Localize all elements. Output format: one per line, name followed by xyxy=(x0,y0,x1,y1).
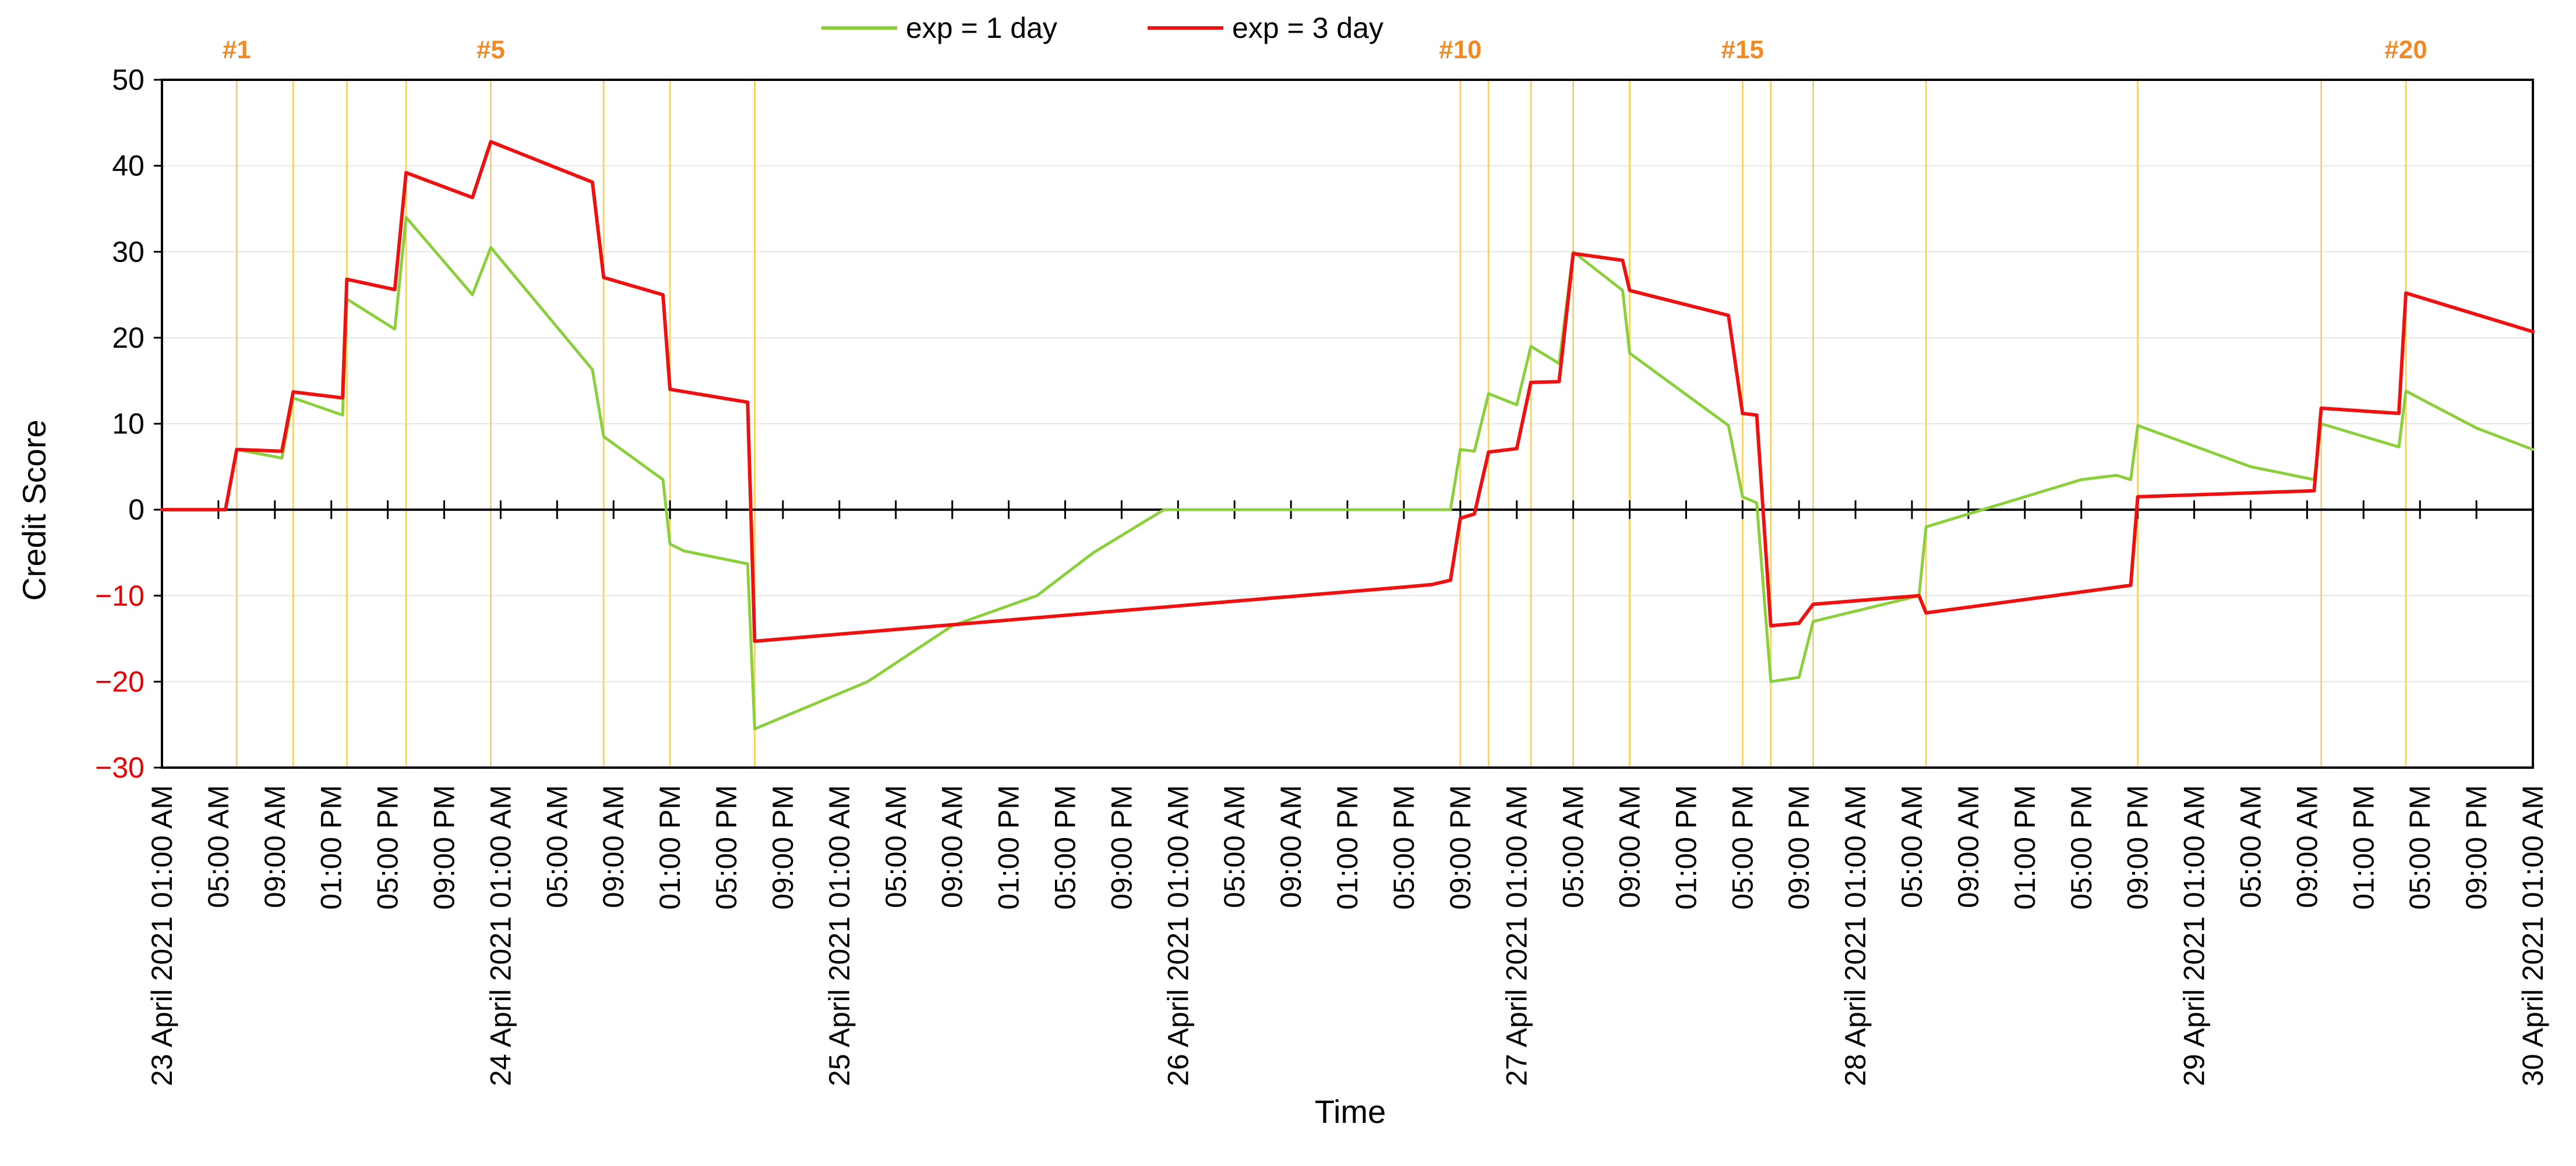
x-tick-label: 26 April 2021 01:00 AM xyxy=(1162,785,1194,1086)
x-tick-label: 05:00 PM xyxy=(710,785,743,910)
x-tick-label: 27 April 2021 01:00 AM xyxy=(1501,785,1533,1086)
x-tick-label: 30 April 2021 01:00 AM xyxy=(2517,785,2549,1086)
x-tick-label: 09:00 AM xyxy=(1952,785,1985,908)
x-tick-label: 05:00 PM xyxy=(372,785,404,910)
x-tick-label: 05:00 AM xyxy=(1896,785,1928,908)
x-tick-label: 09:00 AM xyxy=(2291,785,2323,908)
x-tick-label: 09:00 AM xyxy=(597,785,630,908)
x-tick-label: 28 April 2021 01:00 AM xyxy=(1839,785,1872,1086)
x-tick-label: 05:00 AM xyxy=(2234,785,2267,908)
x-tick-label: 05:00 AM xyxy=(880,785,912,908)
x-tick-label: 01:00 PM xyxy=(1331,785,1364,910)
x-tick-label: 05:00 PM xyxy=(2404,785,2436,910)
x-tick-label: 09:00 PM xyxy=(2460,785,2493,910)
event-marker-label: #20 xyxy=(2384,36,2427,64)
x-tick-label: 24 April 2021 01:00 AM xyxy=(484,785,517,1086)
x-tick-label: 09:00 PM xyxy=(2122,785,2154,910)
legend: exp = 1 day exp = 3 day xyxy=(821,12,1384,44)
event-marker-label: #10 xyxy=(1439,36,1481,64)
x-tick-label: 01:00 PM xyxy=(2347,785,2380,910)
x-tick-label: 01:00 PM xyxy=(654,785,686,910)
x-tick-label: 09:00 AM xyxy=(936,785,969,908)
legend-label-2: exp = 3 day xyxy=(1232,12,1384,44)
y-tick-label: −20 xyxy=(95,665,144,698)
series-lines xyxy=(160,140,2535,731)
x-axis-title: Time xyxy=(1315,1093,1386,1130)
y-tick-label: 0 xyxy=(128,493,144,526)
x-tick-label: 09:00 PM xyxy=(1105,785,1138,910)
x-tick-label: 09:00 PM xyxy=(767,785,799,910)
x-tick-label: 23 April 2021 01:00 AM xyxy=(146,785,178,1086)
x-tick-label: 09:00 AM xyxy=(1275,785,1307,908)
y-tick-label: −10 xyxy=(95,580,144,612)
x-tick-label: 05:00 PM xyxy=(1726,785,1759,910)
x-tick-label: 05:00 PM xyxy=(1388,785,1420,910)
x-tick-label: 29 April 2021 01:00 AM xyxy=(2178,785,2211,1086)
x-tick-label: 05:00 AM xyxy=(541,785,573,908)
x-tick-label: 05:00 PM xyxy=(1049,785,1081,910)
event-marker-label: #1 xyxy=(223,36,251,64)
event-marker-label: #5 xyxy=(477,36,505,64)
x-tick-label: 09:00 PM xyxy=(1783,785,1815,910)
event-markers: #1 #5 #10 #15 #20 xyxy=(223,36,2427,768)
event-marker-label: #15 xyxy=(1721,36,1764,64)
x-tick-label: 01:00 PM xyxy=(1670,785,1702,910)
y-tick-label: 40 xyxy=(112,150,144,182)
legend-label-1: exp = 1 day xyxy=(906,12,1057,44)
x-tick-label: 09:00 PM xyxy=(1444,785,1477,910)
x-tick-label: 09:00 PM xyxy=(428,785,461,910)
y-tick-label: 50 xyxy=(112,63,144,96)
y-axis-title: Credit Score xyxy=(16,419,52,600)
y-tick-label: 20 xyxy=(112,321,144,354)
x-tick-label: 01:00 PM xyxy=(2009,785,2041,910)
x-tick-label: 05:00 AM xyxy=(1557,785,1590,908)
y-tick-labels: −30 −20 −10 0 10 20 30 40 50 xyxy=(95,63,144,784)
series-line-2 xyxy=(160,140,2535,643)
y-tick-label: 30 xyxy=(112,235,144,268)
x-tick-label: 01:00 PM xyxy=(993,785,1025,910)
x-tick-label: 05:00 AM xyxy=(1218,785,1251,908)
x-tick-label: 25 April 2021 01:00 AM xyxy=(823,785,856,1086)
x-tick-label: 09:00 AM xyxy=(1614,785,1646,908)
x-tick-label: 05:00 PM xyxy=(2065,785,2098,910)
x-tick-labels: 23 April 2021 01:00 AM 05:00 AM 09:00 AM 01… xyxy=(146,785,2549,1086)
y-tick-label: 10 xyxy=(112,408,144,440)
series-line-1 xyxy=(160,215,2535,731)
x-tick-label: 05:00 AM xyxy=(202,785,235,908)
x-tick-label: 09:00 AM xyxy=(259,785,291,908)
x-tick-label: 01:00 PM xyxy=(315,785,348,910)
y-tick-label: −30 xyxy=(95,751,144,784)
gridlines xyxy=(162,79,2533,768)
